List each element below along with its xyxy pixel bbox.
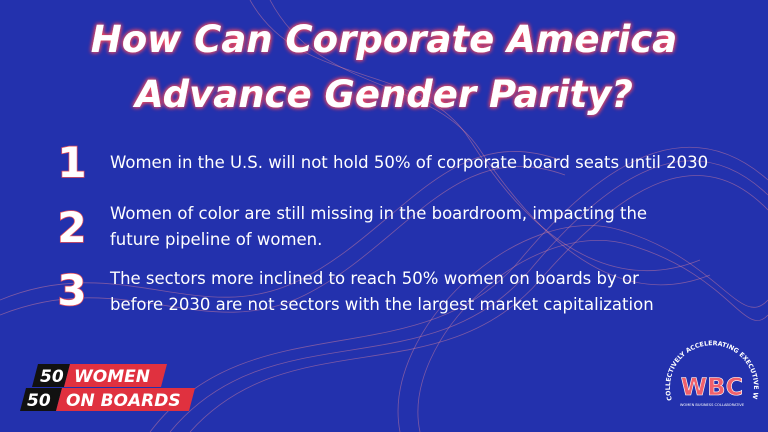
item-number: 1 [57,138,86,187]
logo-left: 50 WOMEN 50 ON BOARDS [20,364,195,411]
item-text: Women in the U.S. will not hold 50% of c… [110,153,708,172]
logo-subtitle: WOMEN BUSINESS COLLABORATIVE [680,403,745,407]
item-number: 3 [57,266,86,315]
item-text: The sectors more inclined to reach 50% w… [109,269,639,288]
logo-text: ON BOARDS [66,391,181,411]
logo-block [64,364,167,387]
logo-initials: WBC [681,373,743,401]
item-text: future pipeline of women. [110,230,322,249]
title-line: Advance Gender Parity? [132,73,633,116]
item-text: before 2030 are not sectors with the lar… [110,295,654,314]
logo-text: WOMEN [74,367,150,387]
title-line: How Can Corporate America [91,18,678,61]
logo-block [32,364,70,387]
logo-text: 50 [40,367,64,387]
logo-block [20,388,62,411]
logo-block [56,388,195,411]
item-number: 2 [57,203,86,252]
item-text: Women of color are still missing in the … [110,204,647,223]
logo-text: 50 [27,391,51,411]
